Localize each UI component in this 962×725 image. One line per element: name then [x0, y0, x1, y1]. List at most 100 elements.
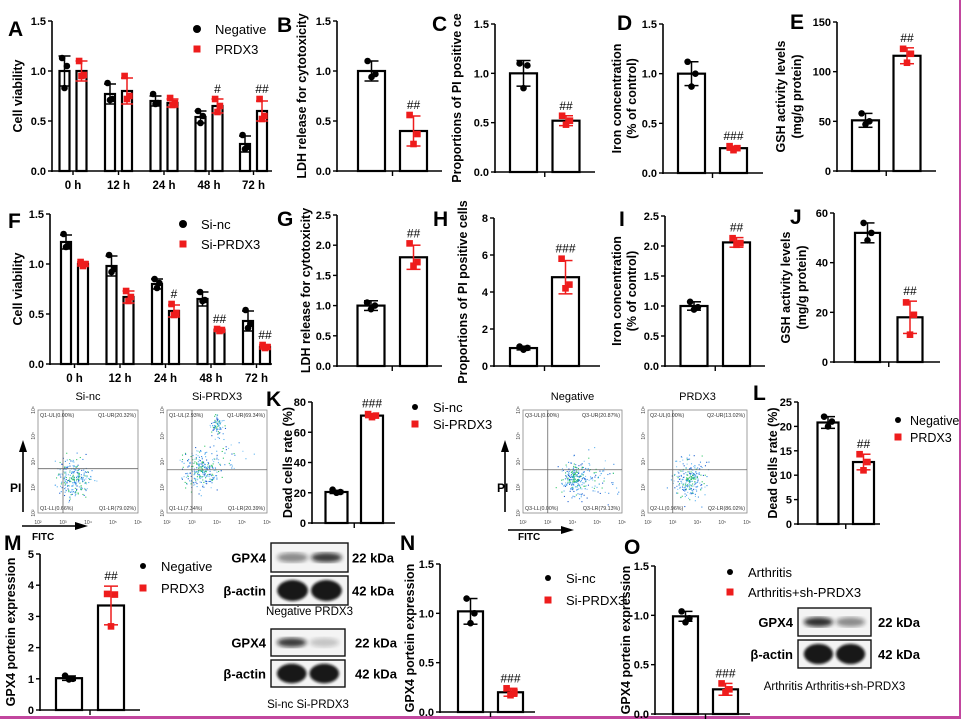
- flow-event: [693, 455, 695, 457]
- flow-event: [691, 477, 693, 479]
- y-tick-label: 1.0: [29, 259, 44, 271]
- y-tick-label: 40: [294, 458, 306, 470]
- data-point: [906, 331, 914, 338]
- flow-event: [681, 482, 683, 484]
- flow-event: [81, 488, 83, 490]
- flow-event: [65, 471, 67, 473]
- flow-event: [80, 478, 82, 480]
- data-point: [692, 70, 699, 77]
- flow-event: [700, 484, 702, 486]
- arrow-head-icon: [19, 440, 27, 452]
- flow-event: [83, 469, 85, 471]
- data-point: [58, 54, 66, 62]
- flow-event: [569, 483, 571, 485]
- flow-event: [217, 462, 219, 464]
- flow-event: [701, 506, 703, 508]
- flow-event: [199, 475, 201, 477]
- chart-panel-a: A 0.0 0.5 1.0 1.5 Cell viability 0 h 12 h 24 h 48…: [8, 16, 272, 192]
- flow-event: [202, 465, 204, 468]
- quadrant-ll-label: Q3-LL(0.00%): [525, 506, 559, 512]
- data-point: [824, 423, 832, 430]
- flow-event: [700, 488, 702, 490]
- flow-event: [201, 477, 203, 479]
- flow-event: [697, 496, 699, 498]
- flow-event: [681, 456, 683, 458]
- flow-event: [584, 485, 586, 487]
- flow-event: [71, 472, 73, 474]
- flow-event: [690, 493, 692, 495]
- flow-event: [579, 484, 581, 486]
- flow-event: [67, 479, 70, 481]
- flow-event: [687, 479, 689, 481]
- flow-event: [204, 466, 206, 468]
- flow-event: [566, 470, 568, 473]
- blot-lane-labels: Si-nc Si-PRDX3: [267, 699, 349, 711]
- flow-event: [692, 477, 694, 479]
- flow-event: [85, 489, 87, 491]
- data-point: [737, 239, 744, 247]
- flow-event: [568, 470, 570, 472]
- flow-event: [691, 492, 693, 495]
- flow-event: [688, 488, 691, 490]
- flow-event: [687, 471, 689, 473]
- blot-band: [311, 552, 342, 563]
- flow-event: [703, 483, 705, 485]
- flow-event: [682, 470, 684, 472]
- flow-event: [686, 463, 688, 465]
- flow-x-tick-label: 10²: [163, 520, 171, 526]
- flow-event: [62, 474, 64, 476]
- flow-event: [221, 476, 223, 478]
- flow-event: [699, 461, 702, 463]
- flow-event: [704, 474, 706, 476]
- flow-event: [683, 483, 685, 485]
- y-tick-label: 1.5: [419, 559, 434, 571]
- legend-label: PRDX3: [215, 42, 258, 57]
- flow-event: [215, 422, 217, 424]
- flow-event: [79, 482, 81, 484]
- flow-event: [574, 466, 576, 468]
- flow-event: [696, 473, 698, 475]
- legend-marker-circle: [412, 404, 418, 410]
- flow-event: [569, 488, 572, 490]
- flow-event: [702, 474, 704, 476]
- flow-event: [689, 476, 691, 478]
- data-point: [62, 243, 70, 251]
- arrow-head-icon: [501, 440, 509, 452]
- quadrant-ur-label: Q3-UR(20.87%): [582, 413, 620, 419]
- flow-event: [201, 457, 203, 459]
- flow-x-tick-label: 10⁴: [213, 520, 221, 526]
- flow-event: [213, 461, 215, 463]
- flow-event: [65, 468, 67, 470]
- legend-marker-square: [411, 420, 419, 428]
- flow-event: [230, 444, 232, 446]
- flow-event: [608, 492, 610, 494]
- flow-event: [195, 471, 198, 473]
- flow-event: [578, 480, 580, 482]
- flow-event: [706, 476, 708, 478]
- flow-event: [587, 484, 589, 486]
- chart-panel-f: F 0.0 0.5 1.0 1.5 Cell viability 0 h 12 h 24 h 48…: [8, 209, 272, 385]
- flow-event: [82, 458, 84, 461]
- flow-event: [211, 473, 213, 475]
- data-point: [199, 297, 206, 305]
- flow-event: [698, 472, 701, 474]
- flow-event: [680, 480, 682, 482]
- data-point: [256, 95, 263, 103]
- flow-event: [78, 476, 80, 478]
- flow-event: [203, 467, 206, 469]
- flow-event: [700, 465, 702, 468]
- flow-event: [211, 453, 213, 455]
- flow-event: [204, 445, 206, 447]
- flow-event: [692, 469, 694, 471]
- flow-event: [577, 484, 579, 487]
- flow-event: [196, 467, 198, 469]
- y-tick-label: 0.0: [419, 707, 434, 719]
- flow-event: [76, 466, 78, 468]
- flow-event: [569, 476, 572, 478]
- flow-event: [217, 433, 219, 435]
- x-tick-label: 72 h: [242, 180, 265, 192]
- flow-event: [59, 492, 61, 494]
- flow-event: [687, 474, 689, 476]
- y-axis-label: Dead cells rate (%): [281, 407, 295, 518]
- flow-event: [64, 494, 66, 497]
